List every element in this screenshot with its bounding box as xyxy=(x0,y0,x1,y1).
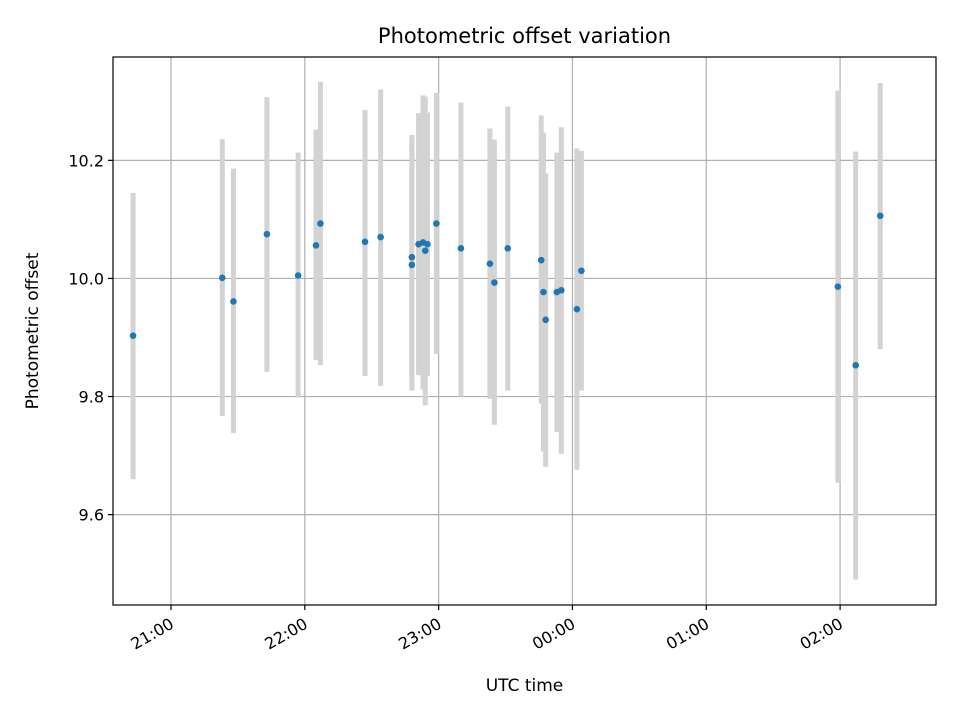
y-tick-label: 10.2 xyxy=(68,151,104,170)
data-point xyxy=(457,245,465,252)
data-point xyxy=(317,220,324,227)
data-point xyxy=(421,247,429,254)
x-axis-label: UTC time xyxy=(486,676,564,696)
data-point xyxy=(578,267,585,275)
data-point xyxy=(537,256,545,264)
y-axis-label: Photometric offset xyxy=(23,252,43,409)
data-point xyxy=(230,298,237,305)
data-point xyxy=(486,260,494,267)
data-point xyxy=(218,274,226,282)
plot-frame xyxy=(112,56,937,606)
data-point xyxy=(129,332,137,340)
data-point xyxy=(433,220,440,227)
data-point xyxy=(361,238,369,246)
data-point xyxy=(504,245,512,252)
data-point xyxy=(834,283,842,291)
data-point xyxy=(408,253,416,261)
data-point xyxy=(408,261,416,269)
data-point xyxy=(852,361,860,369)
y-axis-ticks: 9.6 9.8 10.0 10.2 xyxy=(68,151,113,525)
data-point xyxy=(491,279,498,286)
data-point xyxy=(876,212,884,220)
data-points xyxy=(129,212,884,369)
data-point xyxy=(263,230,271,238)
y-tick-label: 9.8 xyxy=(79,388,104,407)
y-tick-label: 10.0 xyxy=(68,269,104,288)
data-point xyxy=(542,316,549,324)
data-point xyxy=(540,288,547,296)
data-point xyxy=(573,305,581,313)
data-point xyxy=(377,233,384,241)
chart-title: Photometric offset variation xyxy=(378,24,671,48)
data-point xyxy=(558,286,565,294)
y-tick-label: 9.6 xyxy=(79,506,104,525)
data-point xyxy=(424,240,431,248)
data-point xyxy=(294,272,302,279)
data-point xyxy=(312,242,320,249)
